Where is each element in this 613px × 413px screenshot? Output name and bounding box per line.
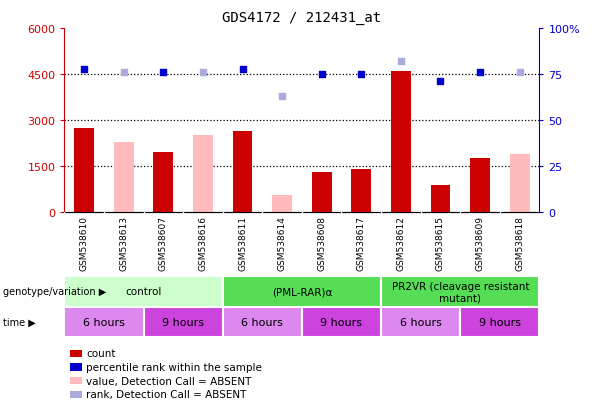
Bar <box>223 307 302 337</box>
Bar <box>302 307 381 337</box>
Text: (PML-RAR)α: (PML-RAR)α <box>272 287 332 297</box>
Point <box>396 59 406 65</box>
Text: GSM538617: GSM538617 <box>357 216 366 271</box>
Point <box>277 94 287 100</box>
Bar <box>381 277 539 307</box>
Point <box>119 70 129 76</box>
Point <box>515 70 525 76</box>
Text: control: control <box>125 287 162 297</box>
Text: 6 hours: 6 hours <box>83 317 125 327</box>
Bar <box>460 307 539 337</box>
Point <box>198 70 208 76</box>
Bar <box>430 185 451 213</box>
Bar <box>312 173 332 213</box>
Text: time ▶: time ▶ <box>3 317 36 327</box>
Text: GSM538611: GSM538611 <box>238 216 247 271</box>
Text: 9 hours: 9 hours <box>321 317 362 327</box>
Text: 9 hours: 9 hours <box>162 317 204 327</box>
Bar <box>223 277 381 307</box>
Text: PR2VR (cleavage resistant
mutant): PR2VR (cleavage resistant mutant) <box>392 281 529 303</box>
Text: value, Detection Call = ABSENT: value, Detection Call = ABSENT <box>86 376 252 386</box>
Bar <box>510 154 530 213</box>
Bar <box>143 307 223 337</box>
Bar <box>64 307 143 337</box>
Point <box>436 79 446 85</box>
Bar <box>272 196 292 213</box>
Text: rank, Detection Call = ABSENT: rank, Detection Call = ABSENT <box>86 389 247 399</box>
Bar <box>381 307 460 337</box>
Text: percentile rank within the sample: percentile rank within the sample <box>86 362 262 372</box>
Text: GSM538616: GSM538616 <box>199 216 207 271</box>
Text: GSM538612: GSM538612 <box>397 216 405 271</box>
Text: GSM538608: GSM538608 <box>317 216 326 271</box>
Text: genotype/variation ▶: genotype/variation ▶ <box>3 287 106 297</box>
Bar <box>470 159 490 213</box>
Bar <box>351 170 371 213</box>
Point <box>356 71 366 78</box>
Point <box>238 66 248 73</box>
Text: GSM538615: GSM538615 <box>436 216 445 271</box>
Title: GDS4172 / 212431_at: GDS4172 / 212431_at <box>223 11 381 25</box>
Text: GSM538614: GSM538614 <box>278 216 287 271</box>
Text: 9 hours: 9 hours <box>479 317 521 327</box>
Bar <box>114 142 134 213</box>
Text: 6 hours: 6 hours <box>242 317 283 327</box>
Text: 6 hours: 6 hours <box>400 317 441 327</box>
Bar <box>153 153 173 213</box>
Bar <box>232 131 253 213</box>
Text: GSM538613: GSM538613 <box>120 216 128 271</box>
Text: GSM538610: GSM538610 <box>80 216 89 271</box>
Bar <box>64 277 223 307</box>
Text: GSM538618: GSM538618 <box>515 216 524 271</box>
Text: GSM538609: GSM538609 <box>476 216 484 271</box>
Bar <box>193 136 213 213</box>
Point <box>158 70 168 76</box>
Point <box>475 70 485 76</box>
Text: count: count <box>86 349 116 358</box>
Point <box>79 66 89 73</box>
Bar <box>391 72 411 213</box>
Text: GSM538607: GSM538607 <box>159 216 168 271</box>
Bar <box>74 128 94 213</box>
Point <box>317 71 327 78</box>
